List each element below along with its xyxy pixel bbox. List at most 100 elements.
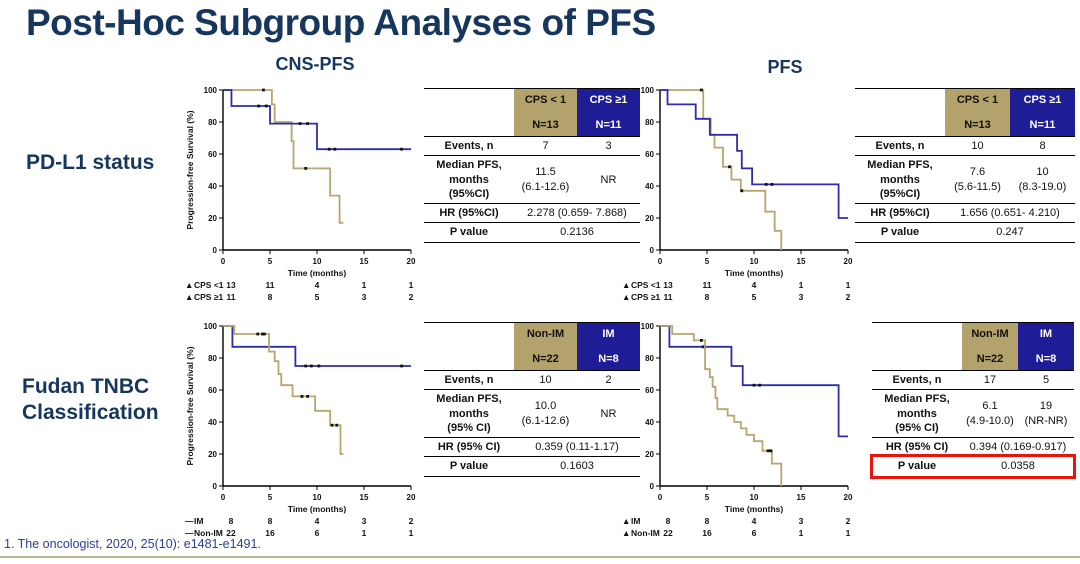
events-value-group2: 5 xyxy=(1042,374,1050,386)
y-tick-label: 80 xyxy=(645,354,654,363)
group1-n: N=22 xyxy=(532,352,559,365)
at-risk-value: 11 xyxy=(664,292,673,302)
at-risk-value: 22 xyxy=(226,528,236,538)
km-curve-1 xyxy=(223,89,411,151)
at-risk-label-1: Non-IM xyxy=(194,528,223,538)
group1-name: Non-IM xyxy=(971,328,1009,340)
median-value-group1: 11.5 (6.1-12.6) xyxy=(521,166,570,193)
table-row-pvalue: P value 0.2136 xyxy=(424,222,640,243)
hr-value: 2.278 (0.659- 7.868) xyxy=(527,207,627,220)
at-risk-label-0: IM xyxy=(194,516,203,526)
table-row-events: Events, n 7 3 xyxy=(424,136,640,155)
censor-mark xyxy=(298,122,302,125)
at-risk-label-1: Non-IM xyxy=(631,528,660,538)
median-value-group2: 10 (8.3-19.0) xyxy=(1018,166,1067,193)
censor-mark xyxy=(304,364,308,368)
censor-mark xyxy=(257,104,261,108)
y-tick-label: 100 xyxy=(204,86,218,95)
x-tick-label: 20 xyxy=(407,493,416,502)
group2-name: IM xyxy=(1039,328,1053,340)
km-curve-1 xyxy=(223,325,344,455)
at-risk-value: 2 xyxy=(409,292,414,302)
x-tick-label: 10 xyxy=(313,493,322,502)
x-tick-label: 10 xyxy=(313,257,322,266)
censor-mark xyxy=(400,147,403,151)
hr-value: 1.656 (0.651- 4.210) xyxy=(960,207,1060,220)
group2-n: N=11 xyxy=(1029,118,1056,131)
censor-mark xyxy=(264,104,268,108)
table-header-row: CPS < 1 N=13 CPS ≥1 N=11 xyxy=(855,89,1075,136)
x-axis-label: Time (months) xyxy=(725,268,784,278)
table-corner-cell xyxy=(872,323,962,370)
row-label-median: Median PFS, months (95%CI) xyxy=(867,159,933,200)
row-label-events: Events, n xyxy=(875,140,925,152)
group2-name: CPS ≥1 xyxy=(1023,94,1062,106)
at-risk-value: 1 xyxy=(362,528,367,538)
at-risk-label-1: CPS ≥1 xyxy=(631,292,661,302)
events-value-group2: 8 xyxy=(1039,140,1046,152)
y-axis-label: Progression-free Survival (%) xyxy=(185,110,195,229)
at-risk-value: 5 xyxy=(752,292,757,302)
censor-mark xyxy=(699,88,703,92)
km-curve-1 xyxy=(660,325,783,486)
x-tick-label: 5 xyxy=(268,493,273,502)
table-row-pvalue: P value 0.247 xyxy=(855,222,1075,243)
legend-marker-0: — xyxy=(185,516,194,526)
y-tick-label: 20 xyxy=(208,450,217,459)
at-risk-value: 1 xyxy=(846,528,851,538)
row-label-hr: HR (95% CI) xyxy=(437,441,501,454)
censor-mark xyxy=(758,383,762,387)
row-label-pdl1-status: PD-L1 status xyxy=(26,151,155,174)
pvalue-value: 0.2136 xyxy=(560,226,594,239)
at-risk-value: 4 xyxy=(752,280,757,290)
censor-mark xyxy=(701,345,705,349)
table-row-events: Events, n 10 2 xyxy=(424,370,640,389)
group1-name: Non-IM xyxy=(526,328,565,340)
legend-marker-1: ▲ xyxy=(622,292,630,302)
y-tick-label: 0 xyxy=(650,246,655,255)
km-curve-0 xyxy=(660,89,783,250)
at-risk-value: 6 xyxy=(315,528,320,538)
at-risk-value: 11 xyxy=(703,280,712,290)
row-label-median: Median PFS, months (95%CI) xyxy=(436,159,502,200)
x-tick-label: 5 xyxy=(705,257,710,266)
y-tick-label: 80 xyxy=(208,354,217,363)
censor-mark xyxy=(699,339,703,342)
y-tick-label: 60 xyxy=(645,150,654,159)
at-risk-value: 16 xyxy=(265,528,275,538)
row-label-hr: HR (95% CI) xyxy=(885,441,949,454)
censor-mark xyxy=(740,189,744,193)
y-tick-label: 0 xyxy=(650,482,655,491)
censor-mark xyxy=(766,449,770,453)
x-tick-label: 15 xyxy=(360,493,369,502)
table-row-median-pfs: Median PFS, months (95%CI) 11.5 (6.1-12.… xyxy=(424,155,640,203)
x-axis-label: Time (months) xyxy=(288,504,347,514)
at-risk-value: 1 xyxy=(409,528,414,538)
at-risk-value: 13 xyxy=(226,280,236,290)
group1-name: CPS < 1 xyxy=(956,94,999,106)
table-header-group2: CPS ≥1 N=11 xyxy=(577,89,640,136)
censor-mark xyxy=(769,449,773,453)
median-value-group1: 6.1 (4.9-10.0) xyxy=(966,400,1014,427)
group1-name: CPS < 1 xyxy=(524,94,567,106)
row-label-pvalue: P value xyxy=(449,460,489,473)
at-risk-value: 1 xyxy=(846,280,851,290)
censor-mark xyxy=(335,423,339,427)
censor-mark xyxy=(309,364,313,368)
y-tick-label: 20 xyxy=(645,450,654,459)
km-curve-0 xyxy=(223,325,411,367)
table-row-events: Events, n 10 8 xyxy=(855,136,1075,155)
median-value-group1: 7.6 (5.6-11.5) xyxy=(954,166,1001,193)
row-label-pvalue: P value xyxy=(897,460,937,473)
censor-mark xyxy=(262,88,265,92)
table-row-median-pfs: Median PFS, months (95% CI) 10.0 (6.1-12… xyxy=(424,389,640,437)
table-header-row: CPS < 1 N=13 CPS ≥1 N=11 xyxy=(424,89,640,136)
at-risk-value: 1 xyxy=(409,280,414,290)
table-header-row: Non-IM N=22 IM N=8 xyxy=(424,323,640,370)
censor-mark xyxy=(306,395,309,398)
group2-n: N=11 xyxy=(595,118,622,131)
y-tick-label: 20 xyxy=(645,214,654,223)
legend-marker-0: ▲ xyxy=(622,516,630,526)
group2-n: N=8 xyxy=(598,352,619,365)
